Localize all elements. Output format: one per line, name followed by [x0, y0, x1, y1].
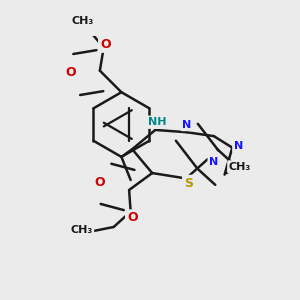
Text: S: S — [184, 177, 193, 190]
Text: CH₃: CH₃ — [229, 162, 251, 172]
Text: O: O — [65, 67, 76, 80]
Text: CH₃: CH₃ — [70, 225, 92, 235]
Text: NH: NH — [148, 117, 167, 127]
Text: CH₃: CH₃ — [71, 16, 93, 26]
Text: N: N — [234, 141, 243, 151]
Text: O: O — [94, 176, 105, 189]
Text: O: O — [127, 211, 137, 224]
Text: N: N — [209, 157, 218, 167]
Text: N: N — [182, 119, 191, 130]
Text: O: O — [100, 38, 111, 51]
